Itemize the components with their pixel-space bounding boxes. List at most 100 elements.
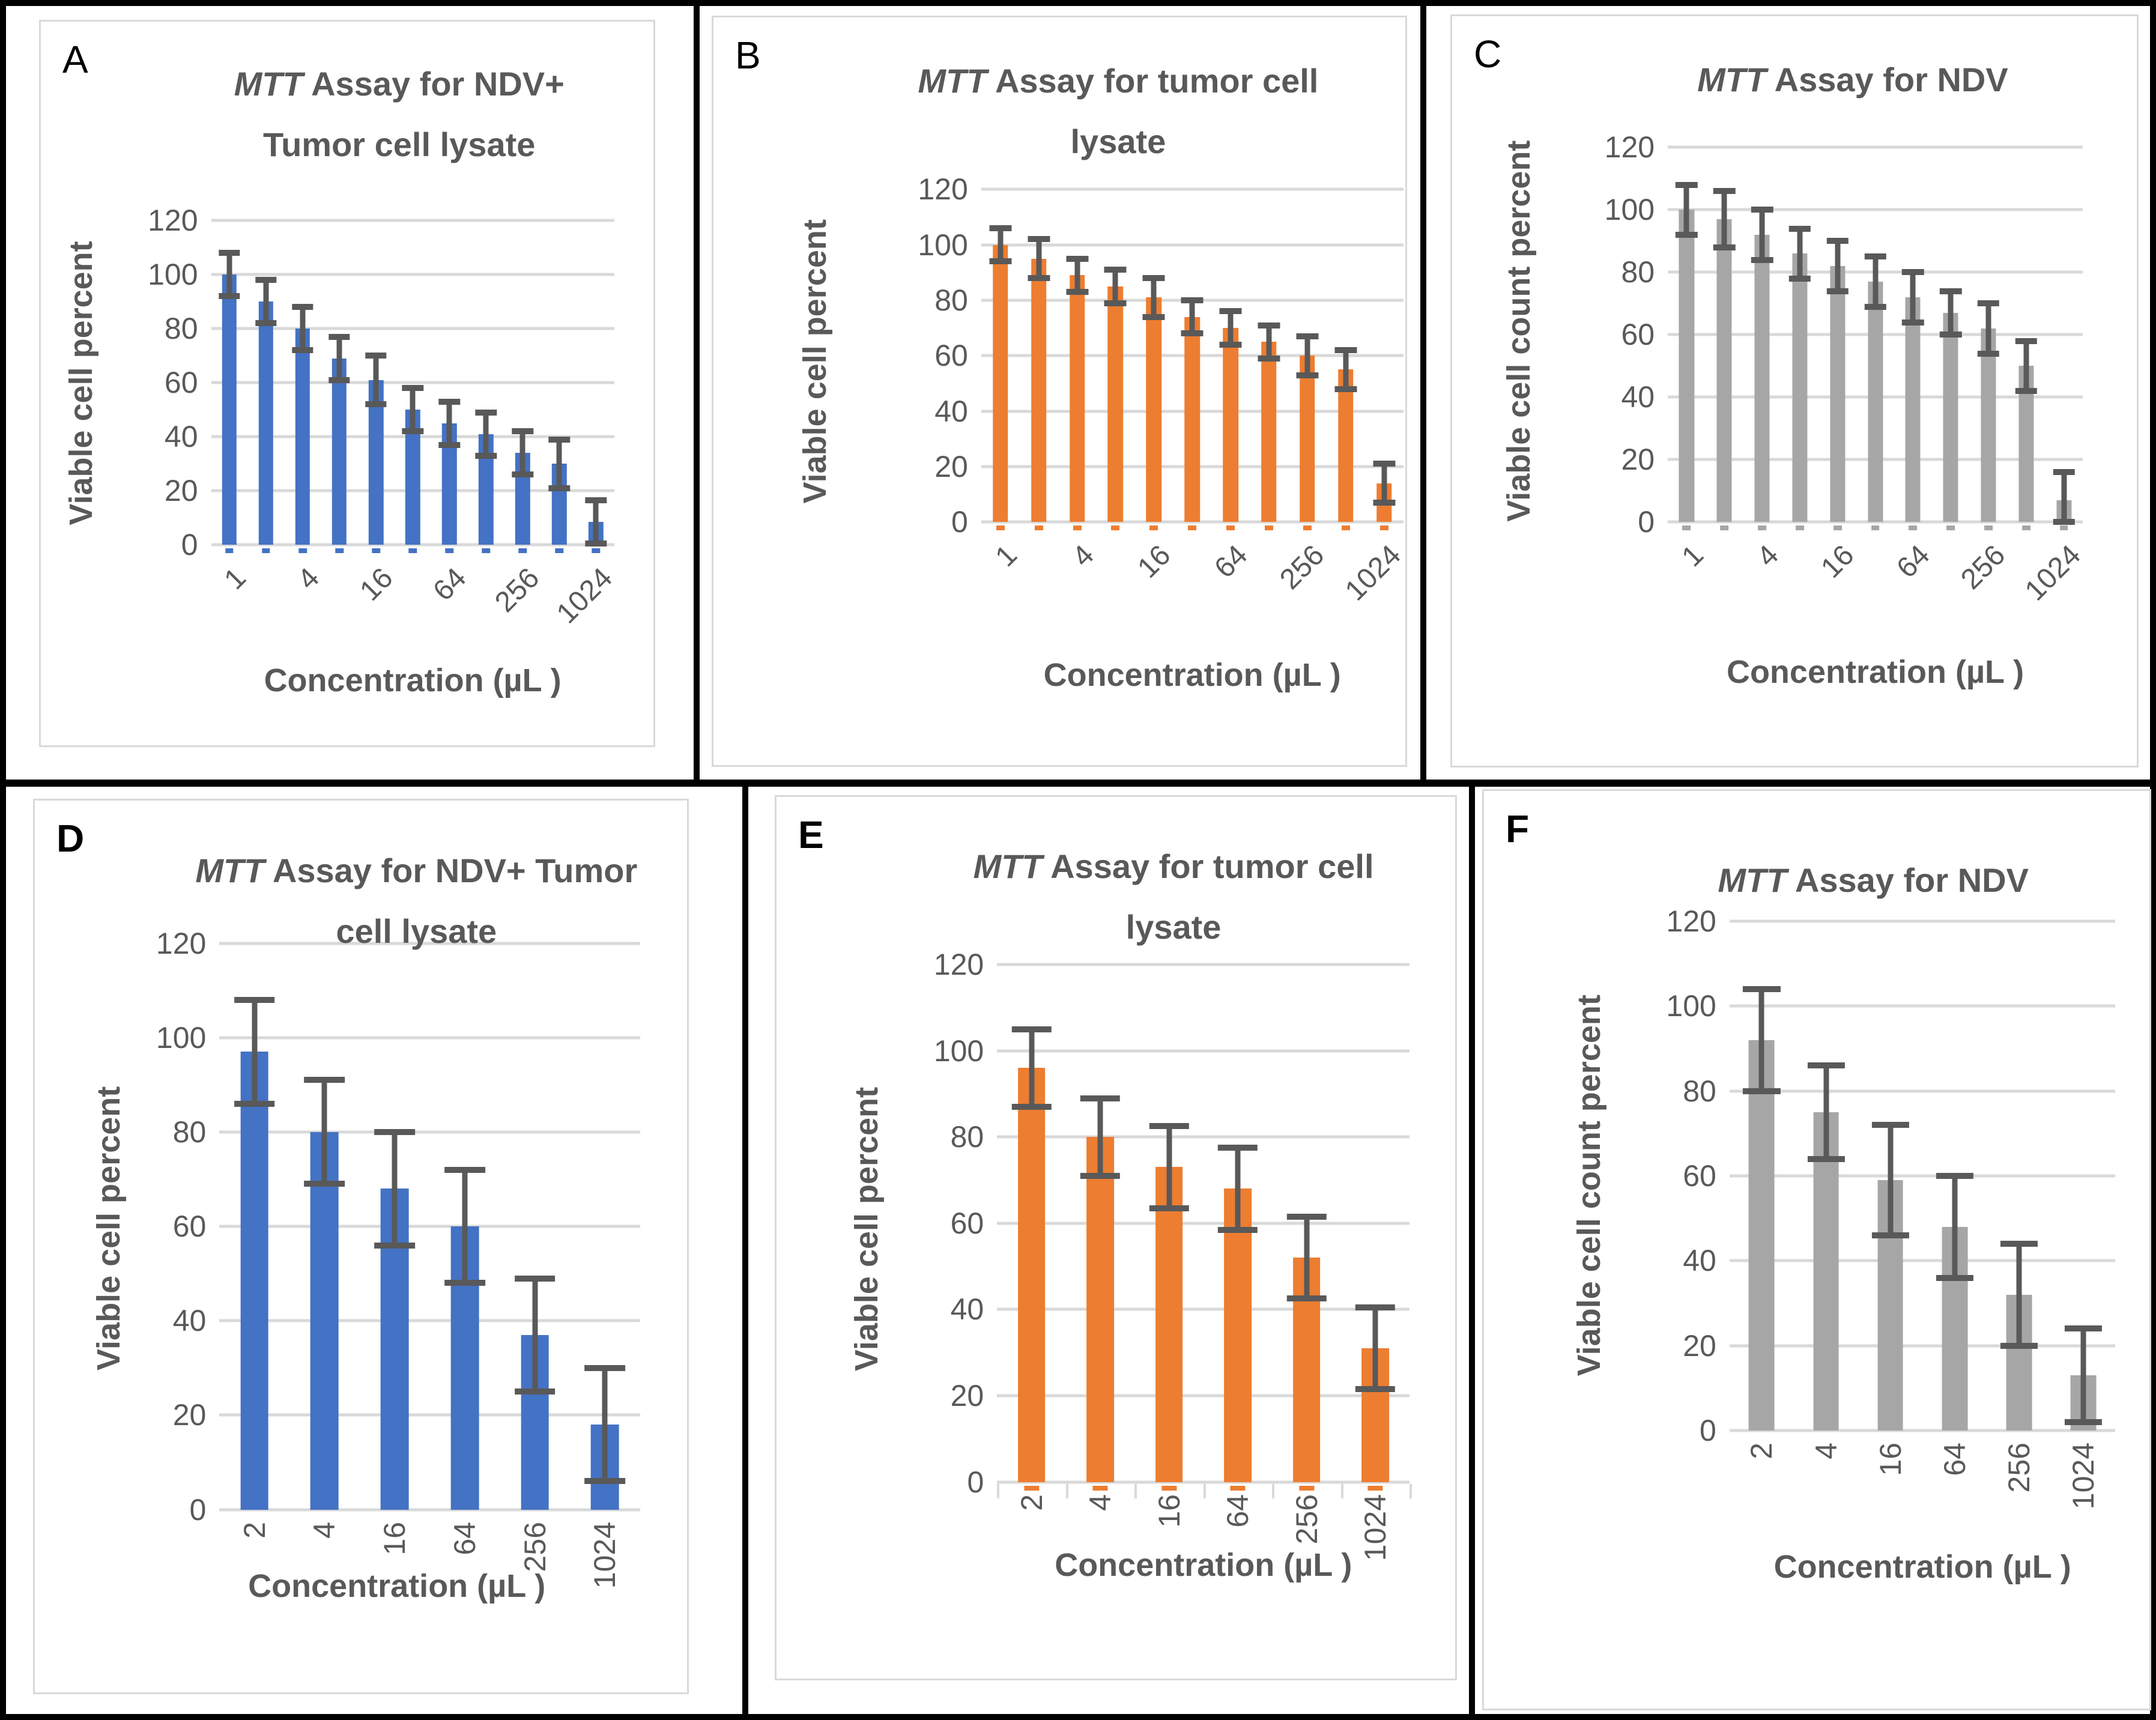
x-tick-label: 16 bbox=[1131, 539, 1177, 585]
gridline bbox=[1729, 1004, 2116, 1008]
error-bar-cap-bottom bbox=[1807, 1155, 1845, 1162]
y-tick-label: 100 bbox=[1604, 193, 1655, 227]
error-bar-cap-top bbox=[1149, 1123, 1189, 1130]
error-bar-whisker bbox=[1797, 228, 1803, 279]
bar bbox=[1146, 297, 1162, 522]
x-tick-label-text: 4 bbox=[1809, 1443, 1843, 1459]
axis-bar-tick bbox=[1720, 525, 1729, 531]
chart-title: MTT Assay for NDV+ Tumor cell lysate bbox=[163, 54, 635, 175]
bar bbox=[1792, 253, 1808, 522]
axis-bar-tick bbox=[1758, 525, 1766, 531]
bar bbox=[240, 1052, 269, 1510]
axis-bar-tick bbox=[1161, 1485, 1177, 1491]
axis-bar-tick bbox=[1367, 1485, 1383, 1491]
x-tick-label: 2 bbox=[1014, 1494, 1049, 1514]
error-bar-whisker bbox=[1304, 336, 1310, 375]
y-tick-label: 40 bbox=[164, 420, 198, 454]
error-bar-cap-top bbox=[329, 333, 350, 340]
error-bar-cap-top bbox=[584, 1364, 626, 1371]
error-bar-cap-top bbox=[1219, 308, 1242, 315]
y-tick-label: 100 bbox=[156, 1020, 207, 1055]
x-tick-label: 256 bbox=[2002, 1443, 2036, 1495]
y-tick-label: 80 bbox=[164, 312, 198, 346]
error-bar-cap-bottom bbox=[1181, 330, 1204, 337]
gridline bbox=[1729, 1174, 2116, 1178]
error-bar-cap-bottom bbox=[234, 1100, 275, 1107]
error-bar-whisker bbox=[373, 356, 379, 405]
chart-title: MTT Assay for tumor cell lysate bbox=[912, 837, 1435, 958]
title-italic-part: MTT bbox=[234, 65, 303, 103]
bar bbox=[1069, 275, 1085, 522]
bar bbox=[222, 274, 237, 545]
axis-bar-tick bbox=[592, 548, 600, 554]
axis-bar-tick bbox=[1341, 525, 1350, 531]
y-tick-label: 40 bbox=[1683, 1244, 1716, 1278]
error-bar-cap-top bbox=[989, 225, 1012, 231]
error-bar-cap-bottom bbox=[1713, 244, 1736, 250]
axis-boundary-tick bbox=[1134, 1483, 1137, 1498]
gridline bbox=[219, 1319, 640, 1322]
axis-bar-tick bbox=[1073, 525, 1082, 531]
bottom-row: D MTT Assay for NDV+ Tumor cell lysate V… bbox=[6, 787, 2151, 1714]
y-tick-label: 0 bbox=[181, 528, 198, 562]
error-bar-cap-top bbox=[2015, 338, 2037, 344]
error-bar-whisker bbox=[2016, 1244, 2022, 1346]
error-bar-whisker bbox=[1381, 464, 1387, 503]
chart-panel-b: B MTT Assay for tumor cell lysate Viable… bbox=[712, 16, 1407, 767]
gridline bbox=[997, 1307, 1410, 1311]
y-tick-label: 80 bbox=[934, 283, 968, 318]
gridline bbox=[997, 1222, 1410, 1225]
error-bar-cap-bottom bbox=[1028, 275, 1050, 282]
error-bar-cap-top bbox=[475, 409, 497, 416]
gridline bbox=[211, 327, 614, 330]
error-bar-whisker bbox=[1823, 1065, 1829, 1159]
error-bar-whisker bbox=[226, 253, 232, 297]
chart-title-line2: cell lysate bbox=[336, 912, 497, 950]
error-bar-cap-top bbox=[1936, 1172, 1973, 1179]
bar bbox=[295, 329, 310, 545]
chart-panel-c: C MTT Assay for NDV Viable cell count pe… bbox=[1450, 14, 2139, 768]
gridline bbox=[1729, 1259, 2116, 1262]
error-bar-whisker bbox=[2080, 1328, 2086, 1422]
chart-title-line1: MTT Assay for tumor cell bbox=[912, 837, 1435, 897]
error-bar-cap-top bbox=[1939, 288, 1962, 294]
error-bar-whisker bbox=[300, 307, 306, 351]
x-tick-label: 1 bbox=[989, 539, 1023, 574]
title-rest-part: Assay for NDV+ bbox=[303, 65, 565, 103]
bar bbox=[1184, 316, 1200, 522]
error-bar-whisker bbox=[556, 439, 562, 488]
plot-area: 1 4 16 64 256 1024 bbox=[1668, 145, 2087, 607]
x-tick-label: 256 bbox=[1289, 1494, 1324, 1547]
y-axis-title: Viable cell percent bbox=[91, 1086, 127, 1371]
gridline bbox=[981, 520, 1404, 524]
axis-bar-tick bbox=[225, 548, 234, 554]
chart-title-line1: MTT Assay for NDV bbox=[1617, 850, 2130, 911]
error-bar-cap-bottom bbox=[329, 377, 350, 383]
error-bar-cap-top bbox=[444, 1166, 485, 1173]
error-bar-cap-bottom bbox=[475, 452, 497, 459]
error-bar-cap-top bbox=[1871, 1122, 1909, 1128]
x-tick-label-text: 2 bbox=[1745, 1443, 1779, 1459]
x-tick-label: 2 bbox=[1744, 1443, 1779, 1462]
error-bar-cap-bottom bbox=[1080, 1172, 1121, 1179]
panel-letter: A bbox=[62, 38, 88, 81]
error-bar-cap-bottom bbox=[444, 1280, 485, 1286]
error-bar-cap-top bbox=[2053, 469, 2075, 476]
chart-title-line1: MTT Assay for NDV bbox=[1589, 50, 2116, 111]
y-axis-title: Viable cell count percent bbox=[1571, 995, 1608, 1376]
error-bar-cap-top bbox=[1142, 275, 1165, 282]
axis-bar-tick bbox=[335, 548, 344, 554]
error-bar-whisker bbox=[336, 336, 342, 380]
title-rest-part: Assay for NDV bbox=[1787, 861, 2029, 900]
x-tick-label: 64 bbox=[1937, 1443, 1972, 1479]
panel-letter: B bbox=[735, 34, 761, 77]
gridline bbox=[1668, 208, 2083, 211]
chart-title-line1: MTT Assay for NDV+ bbox=[163, 54, 635, 115]
error-bar-cap-top bbox=[365, 353, 387, 359]
chart-panel-a: A MTT Assay for NDV+ Tumor cell lysate V… bbox=[39, 20, 655, 747]
bar bbox=[1031, 258, 1047, 522]
error-bar-cap-top bbox=[514, 1275, 556, 1282]
error-bar-cap-top bbox=[1826, 238, 1849, 244]
panel-f-cell: F MTT Assay for NDV Viable cell count pe… bbox=[1475, 787, 2151, 1714]
